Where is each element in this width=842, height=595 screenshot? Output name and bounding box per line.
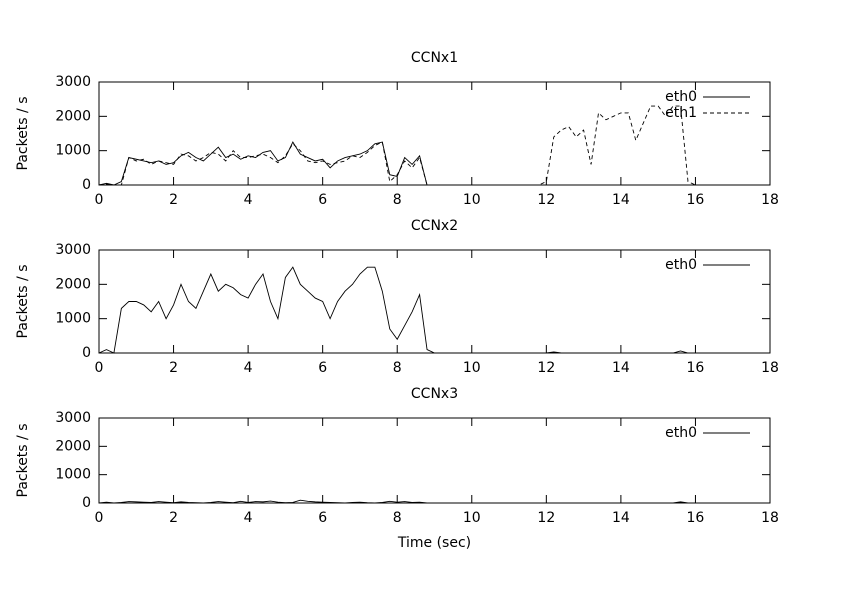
y-tick-label: 3000 bbox=[55, 74, 91, 90]
y-tick-label: 1000 bbox=[55, 143, 91, 159]
x-tick-label: 0 bbox=[95, 510, 104, 526]
x-tick-label: 2 bbox=[169, 510, 178, 526]
x-tick-label: 2 bbox=[169, 192, 178, 208]
x-tick-label: 4 bbox=[244, 192, 253, 208]
x-tick-label: 6 bbox=[318, 360, 327, 376]
y-tick-label: 0 bbox=[82, 177, 91, 193]
x-tick-label: 16 bbox=[687, 192, 705, 208]
y-tick-label: 2000 bbox=[55, 276, 91, 292]
y-axis-label: Packets / s bbox=[15, 96, 31, 170]
x-tick-label: 18 bbox=[761, 360, 779, 376]
x-tick-label: 8 bbox=[393, 510, 402, 526]
y-tick-label: 2000 bbox=[55, 438, 91, 454]
y-tick-label: 1000 bbox=[55, 311, 91, 327]
y-tick-label: 0 bbox=[82, 345, 91, 361]
chart-title: CCNx3 bbox=[411, 386, 458, 402]
x-tick-label: 4 bbox=[244, 510, 253, 526]
y-tick-label: 1000 bbox=[55, 467, 91, 483]
x-tick-label: 6 bbox=[318, 510, 327, 526]
x-axis-label: Time (sec) bbox=[397, 535, 471, 551]
x-tick-label: 14 bbox=[612, 510, 630, 526]
chart-title: CCNx2 bbox=[411, 218, 458, 234]
y-tick-label: 3000 bbox=[55, 410, 91, 426]
x-tick-label: 12 bbox=[537, 360, 555, 376]
legend-label: eth0 bbox=[665, 89, 697, 105]
y-tick-label: 2000 bbox=[55, 108, 91, 124]
x-tick-label: 16 bbox=[687, 510, 705, 526]
x-tick-label: 14 bbox=[612, 192, 630, 208]
x-tick-label: 6 bbox=[318, 192, 327, 208]
x-tick-label: 16 bbox=[687, 360, 705, 376]
x-tick-label: 18 bbox=[761, 510, 779, 526]
x-tick-label: 8 bbox=[393, 192, 402, 208]
x-tick-label: 4 bbox=[244, 360, 253, 376]
legend-label: eth1 bbox=[665, 105, 697, 121]
y-tick-label: 0 bbox=[82, 495, 91, 511]
x-tick-label: 12 bbox=[537, 192, 555, 208]
data-line bbox=[98, 105, 770, 186]
data-line bbox=[98, 141, 770, 186]
x-tick-label: 0 bbox=[95, 192, 104, 208]
data-line bbox=[98, 499, 770, 504]
x-tick-label: 10 bbox=[463, 192, 481, 208]
data-line bbox=[98, 266, 770, 354]
x-tick-label: 10 bbox=[463, 360, 481, 376]
x-tick-label: 18 bbox=[761, 192, 779, 208]
x-tick-label: 14 bbox=[612, 360, 630, 376]
x-tick-label: 10 bbox=[463, 510, 481, 526]
x-tick-label: 0 bbox=[95, 360, 104, 376]
x-tick-label: 2 bbox=[169, 360, 178, 376]
legend-label: eth0 bbox=[665, 425, 697, 441]
chart-title: CCNx1 bbox=[411, 50, 458, 66]
x-tick-label: 8 bbox=[393, 360, 402, 376]
legend-label: eth0 bbox=[665, 257, 697, 273]
y-axis-label: Packets / s bbox=[15, 423, 31, 497]
y-axis-label: Packets / s bbox=[15, 264, 31, 338]
x-tick-label: 12 bbox=[537, 510, 555, 526]
y-tick-label: 3000 bbox=[55, 242, 91, 258]
